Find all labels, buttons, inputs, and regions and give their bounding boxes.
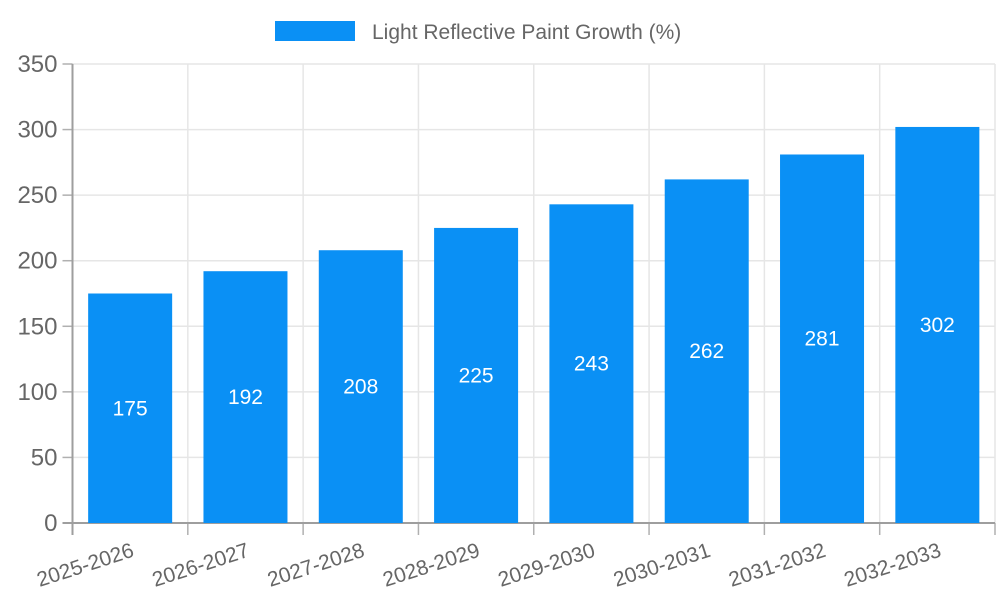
bar-value-label: 243 — [574, 353, 609, 376]
bar-2030-2031 — [664, 179, 749, 524]
y-axis-label: 0 — [44, 510, 57, 537]
bar-2025-2026 — [88, 293, 173, 523]
legend[interactable]: Light Reflective Paint Growth (%) — [275, 21, 681, 44]
x-axis-label: 2029-2030 — [495, 539, 598, 592]
bar-value-label: 281 — [805, 328, 840, 351]
y-axis-label: 100 — [17, 379, 57, 406]
y-axis-label: 350 — [17, 51, 57, 78]
bar-2031-2032 — [780, 154, 865, 523]
bar-value-label: 175 — [113, 397, 148, 420]
bars — [88, 126, 980, 524]
x-axis-label: 2028-2029 — [380, 539, 483, 592]
bar-value-label: 192 — [228, 386, 263, 409]
y-axis-label: 200 — [17, 248, 57, 275]
x-axis-label: 2027-2028 — [265, 539, 368, 592]
bar-value-labels: 175 192 208 225 243 262 281 302 — [113, 314, 955, 420]
legend-label: Light Reflective Paint Growth (%) — [372, 21, 681, 44]
bar-2027-2028 — [318, 250, 403, 524]
axis-ticks — [62, 63, 996, 535]
bar-2032-2033 — [895, 126, 980, 523]
bar-2029-2030 — [549, 204, 634, 523]
legend-swatch — [275, 21, 355, 41]
bar-value-label: 262 — [689, 340, 724, 363]
y-axis-label: 50 — [31, 444, 58, 471]
y-axis-label: 150 — [17, 313, 57, 340]
y-axis-label: 300 — [17, 117, 57, 144]
x-axis-label: 2030-2031 — [611, 539, 714, 592]
bar-value-label: 302 — [920, 314, 955, 337]
x-axis-label: 2032-2033 — [841, 539, 944, 592]
bar-2028-2029 — [434, 227, 519, 523]
x-axis-label: 2026-2027 — [149, 539, 252, 592]
y-axis-label: 250 — [17, 182, 57, 209]
x-axis-label: 2025-2026 — [34, 539, 137, 592]
bar-value-label: 225 — [459, 364, 494, 387]
x-axis-label: 2031-2032 — [726, 539, 829, 592]
bar-value-label: 208 — [343, 376, 378, 399]
bar-2026-2027 — [203, 271, 288, 523]
y-axis-labels: 0 50 100 150 200 250 300 350 — [17, 51, 57, 537]
x-axis-labels: 2025-2026 2026-2027 2027-2028 2028-2029 2029… — [34, 539, 944, 592]
